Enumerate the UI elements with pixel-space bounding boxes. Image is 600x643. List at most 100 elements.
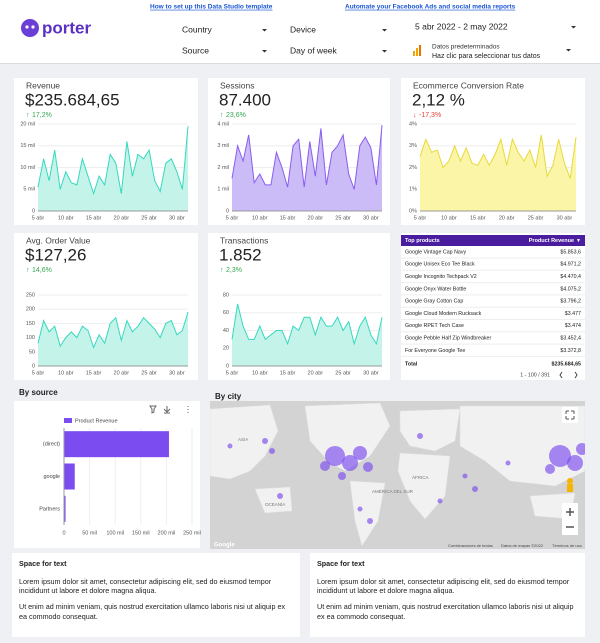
map-attribution: Datos de mapas ©2022 bbox=[501, 543, 544, 548]
card bbox=[14, 401, 200, 548]
cell: Google Unisex Eco Tee Black bbox=[405, 262, 475, 268]
card-title: Revenue bbox=[26, 80, 60, 90]
x-tick-label: 15 abr bbox=[86, 370, 102, 376]
y-tick-label: 15 mil bbox=[20, 143, 35, 149]
x-tick-label: 25 abr bbox=[141, 370, 157, 376]
source-icon bbox=[416, 48, 418, 56]
line bbox=[231, 303, 383, 346]
y-tick-label: 5 mil bbox=[23, 187, 35, 193]
y-tick-label: Partners bbox=[39, 506, 60, 512]
x-tick-label: 10 abr bbox=[441, 215, 457, 221]
y-tick-label: 80 bbox=[223, 292, 229, 298]
map-attribution: Términos de uso bbox=[552, 543, 583, 548]
x-tick-label: 5 abr bbox=[32, 215, 45, 221]
fullscreen-icon bbox=[565, 410, 575, 420]
x-tick-label: 25 abr bbox=[528, 215, 544, 221]
map[interactable] bbox=[210, 401, 588, 549]
map-label: OCEANÍA bbox=[265, 501, 285, 507]
delta: 14,6% bbox=[32, 267, 52, 274]
y-tick-label: (direct) bbox=[43, 442, 60, 448]
y-tick-label: 0 bbox=[32, 208, 35, 214]
y-tick-label: 200 bbox=[26, 307, 35, 313]
filter[interactable]: Day of week bbox=[290, 45, 338, 55]
delta: -17,3% bbox=[419, 112, 441, 119]
filter[interactable]: Country bbox=[182, 24, 213, 34]
x-tick-label: 30 abr bbox=[363, 215, 379, 221]
chart-tools[interactable] bbox=[149, 405, 189, 414]
x-tick-label: 15 abr bbox=[280, 370, 296, 376]
y-tick-label: 250 bbox=[26, 292, 35, 298]
y-tick-label: 0 bbox=[226, 208, 229, 214]
y-tick-label: 2% bbox=[409, 165, 417, 171]
x-tick-label: 5 abr bbox=[414, 215, 427, 221]
map-attribution: Combinaciones de teclas bbox=[448, 543, 493, 548]
legend-label: Product Revenue bbox=[75, 418, 118, 424]
y-tick-label: google bbox=[43, 474, 60, 480]
map-title: By city bbox=[215, 392, 242, 401]
data-source[interactable]: Haz clic para seleccionar tus datos bbox=[432, 53, 541, 60]
data-source[interactable]: Datos predeterminados bbox=[432, 44, 500, 51]
x-tick-label: 0 bbox=[62, 530, 65, 536]
kpi-value: $235.684,65 bbox=[25, 90, 120, 109]
total-value: $235.684,65 bbox=[552, 361, 582, 367]
y-tick-label: 1 mil bbox=[217, 187, 229, 193]
map-label: ÁFRICA bbox=[412, 474, 429, 480]
fullscreen-button[interactable] bbox=[562, 407, 578, 423]
pagination: 1 - 100 / 391 bbox=[520, 372, 550, 378]
area bbox=[232, 303, 382, 366]
filter[interactable]: Source bbox=[182, 45, 209, 55]
x-tick-label: 25 abr bbox=[335, 215, 351, 221]
cell: Google Onyx Water Bottle bbox=[405, 286, 466, 292]
x-tick-label: 5 abr bbox=[32, 370, 45, 376]
x-tick-label: 15 abr bbox=[86, 215, 102, 221]
link[interactable]: Automate your Facebook Ads and social me… bbox=[345, 4, 516, 11]
column-header: Top products bbox=[405, 238, 440, 244]
link[interactable]: How to set up this Data Studio template bbox=[150, 4, 273, 11]
cell: $3.477 bbox=[565, 311, 581, 317]
x-tick-label: 100 mil bbox=[106, 530, 124, 536]
cell: Google Incognito Techpack V2 bbox=[405, 274, 477, 280]
filter[interactable]: Device bbox=[290, 24, 316, 34]
date-range[interactable]: 5 abr 2022 - 2 may 2022 bbox=[415, 21, 508, 31]
x-tick-label: 15 abr bbox=[470, 215, 486, 221]
map-label: AMÉRICA DEL SUR bbox=[372, 488, 414, 494]
paragraph: Lorem ipsum dolor sit amet, consectetur … bbox=[317, 576, 570, 596]
zoom-control[interactable] bbox=[562, 503, 578, 535]
kpi-value: $127,26 bbox=[25, 245, 86, 264]
cell: $5.853,6 bbox=[560, 249, 581, 255]
x-tick-label: 30 abr bbox=[169, 370, 185, 376]
y-tick-label: 3 mil bbox=[217, 143, 229, 149]
x-tick-label: 20 abr bbox=[499, 215, 515, 221]
cell: Google Gray Cotton Cap bbox=[405, 299, 463, 305]
x-tick-label: 10 abr bbox=[252, 370, 268, 376]
cell: Google RPET Tech Case bbox=[405, 323, 464, 329]
line bbox=[419, 134, 577, 179]
y-tick-label: 150 bbox=[26, 321, 35, 327]
delta-arrow: ↑ bbox=[220, 267, 224, 274]
y-tick-label: 0 bbox=[32, 363, 35, 369]
pegman[interactable] bbox=[567, 478, 573, 484]
x-tick-label: 20 abr bbox=[114, 215, 130, 221]
cell: $3.372,8 bbox=[560, 348, 581, 354]
pegman bbox=[567, 484, 573, 492]
y-tick-label: 2 mil bbox=[217, 165, 229, 171]
y-tick-label: 40 bbox=[223, 328, 229, 334]
header-border bbox=[0, 63, 600, 64]
y-tick-label: 1% bbox=[409, 187, 417, 193]
line bbox=[37, 126, 189, 196]
logo-text: porter bbox=[42, 18, 92, 37]
y-tick-label: 60 bbox=[223, 310, 229, 316]
x-tick-label: 10 abr bbox=[58, 370, 74, 376]
bar bbox=[64, 495, 66, 522]
text-box: Space for text Lorem ipsum dolor sit ame… bbox=[310, 553, 585, 637]
x-tick-label: 20 abr bbox=[114, 370, 130, 376]
cell: $3.474 bbox=[565, 323, 581, 329]
cell: Google Pebble Half Zip Windbreaker bbox=[405, 336, 492, 342]
delta-arrow: ↑ bbox=[220, 112, 224, 119]
map-attribution: Google bbox=[214, 543, 235, 549]
cell: For Everyone Google Tee bbox=[405, 348, 465, 354]
kpi-value: 1.852 bbox=[219, 245, 262, 264]
total-label: Total bbox=[405, 361, 418, 367]
chart-title: By source bbox=[19, 388, 58, 397]
text-box-title: Space for text bbox=[19, 559, 67, 568]
